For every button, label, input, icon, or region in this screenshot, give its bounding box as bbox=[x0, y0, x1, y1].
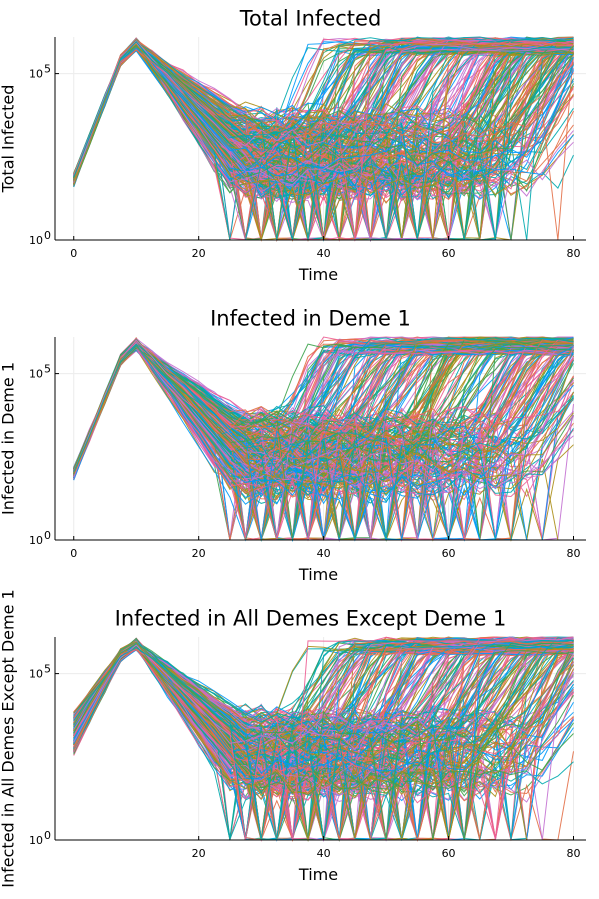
series-line bbox=[73, 40, 574, 179]
series-group bbox=[73, 36, 574, 242]
series-line bbox=[73, 343, 574, 477]
y-axis-label: Infected in All Demes Except Deme 1 bbox=[0, 589, 18, 887]
x-axis-label: Time bbox=[298, 865, 338, 884]
chart-panel-3: Infected in All Demes Except Deme 1 20 40 6… bbox=[0, 589, 586, 888]
x-tick-label: 40 bbox=[317, 247, 331, 260]
x-tick-label: 20 bbox=[192, 547, 206, 560]
series-line bbox=[73, 639, 574, 767]
y-tick-exponent: 5 bbox=[44, 63, 51, 76]
x-tick-label: 80 bbox=[567, 247, 581, 260]
x-tick-label: 40 bbox=[317, 847, 331, 860]
series-line bbox=[73, 645, 574, 800]
y-tick-exponent: 0 bbox=[44, 229, 51, 242]
x-tick-label: 60 bbox=[442, 847, 456, 860]
series-line bbox=[73, 342, 574, 474]
series-line bbox=[73, 339, 574, 475]
x-tick-label: 20 bbox=[192, 847, 206, 860]
y-tick-exponent: 5 bbox=[44, 363, 51, 376]
series-line bbox=[73, 641, 574, 842]
series-line bbox=[73, 47, 574, 182]
series-line bbox=[73, 640, 574, 785]
x-tick-label: 60 bbox=[442, 547, 456, 560]
series-line bbox=[73, 339, 574, 541]
x-tick-label: 60 bbox=[442, 247, 456, 260]
series-line bbox=[73, 343, 574, 498]
series-line bbox=[73, 642, 574, 780]
y-tick-label: 10 bbox=[29, 668, 43, 681]
series-line bbox=[73, 648, 574, 841]
series-line bbox=[73, 345, 574, 480]
series-group bbox=[73, 336, 574, 542]
series-line bbox=[73, 343, 574, 480]
series-line bbox=[73, 36, 574, 178]
series-line bbox=[73, 38, 574, 175]
series-line bbox=[73, 41, 574, 185]
chart-title: Infected in All Demes Except Deme 1 bbox=[115, 606, 507, 630]
series-line bbox=[73, 638, 574, 751]
series-line bbox=[73, 345, 574, 541]
y-tick-exponent: 5 bbox=[44, 663, 51, 676]
x-axis-label: Time bbox=[298, 265, 338, 284]
series-line bbox=[73, 337, 574, 473]
x-tick-label: 20 bbox=[192, 247, 206, 260]
y-axis-label: Total Infected bbox=[0, 85, 18, 194]
series-line bbox=[73, 642, 574, 841]
y-tick-label: 10 bbox=[29, 834, 43, 847]
series-line bbox=[73, 339, 574, 539]
y-tick-label: 10 bbox=[29, 234, 43, 247]
series-line bbox=[73, 642, 574, 760]
y-tick-label: 10 bbox=[29, 68, 43, 81]
chart-title: Infected in Deme 1 bbox=[210, 306, 411, 330]
chart-title: Total Infected bbox=[239, 6, 382, 30]
x-tick-label: 80 bbox=[567, 547, 581, 560]
series-line bbox=[73, 345, 574, 505]
series-group bbox=[73, 636, 574, 842]
y-tick-label: 10 bbox=[29, 534, 43, 547]
x-tick-label: 80 bbox=[567, 847, 581, 860]
series-line bbox=[73, 49, 574, 182]
series-line bbox=[73, 341, 574, 492]
series-line bbox=[73, 343, 574, 541]
x-tick-label: 0 bbox=[70, 547, 77, 560]
series-line bbox=[73, 339, 574, 476]
x-axis-label: Time bbox=[298, 565, 338, 584]
y-axis-label: Infected in Deme 1 bbox=[0, 362, 18, 515]
series-line bbox=[73, 338, 574, 475]
y-tick-label: 10 bbox=[29, 368, 43, 381]
x-tick-label: 0 bbox=[70, 247, 77, 260]
y-tick-exponent: 0 bbox=[44, 829, 51, 842]
y-tick-exponent: 0 bbox=[44, 529, 51, 542]
x-tick-label: 40 bbox=[317, 547, 331, 560]
series-line bbox=[73, 636, 574, 750]
series-line bbox=[73, 43, 574, 196]
series-line bbox=[73, 39, 574, 241]
